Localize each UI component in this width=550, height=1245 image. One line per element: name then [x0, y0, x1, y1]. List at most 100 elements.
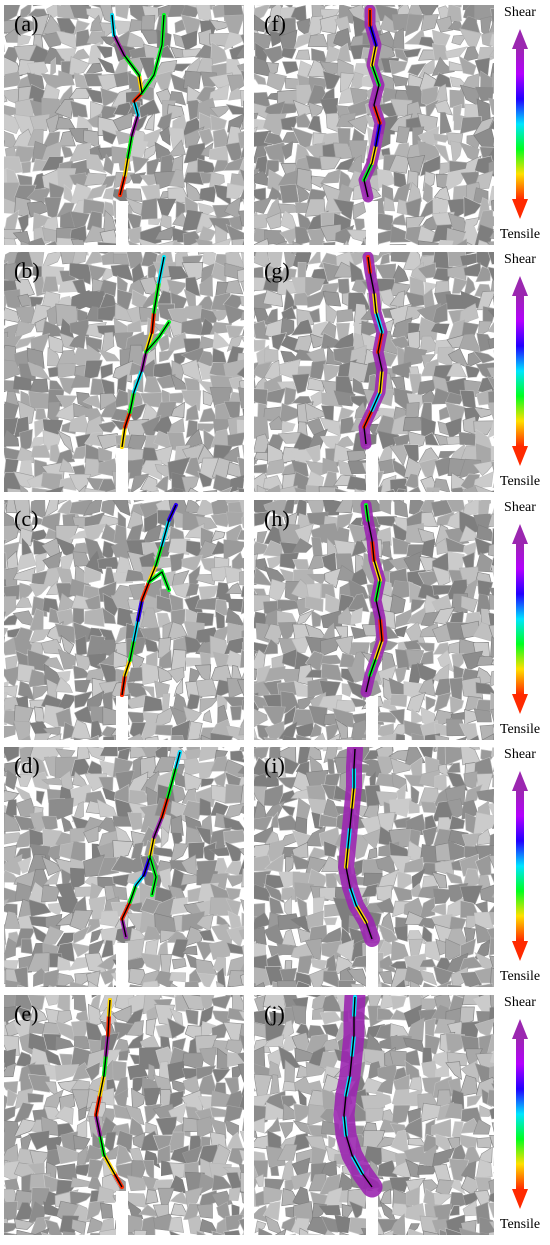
- grain: [112, 500, 131, 517]
- grain: [432, 197, 450, 215]
- grain: [420, 354, 436, 368]
- grain: [238, 210, 244, 227]
- panel-e: (e): [4, 995, 244, 1235]
- grain: [478, 1232, 492, 1235]
- grain: [223, 1229, 241, 1235]
- grain: [210, 512, 233, 528]
- grain: [162, 737, 169, 740]
- grain: [458, 1227, 481, 1235]
- grain: [203, 428, 215, 453]
- grain: [304, 444, 321, 464]
- grain: [100, 378, 115, 397]
- crack-core: [363, 256, 383, 445]
- grain: [185, 582, 200, 597]
- grain: [210, 732, 234, 740]
- panel-label: (a): [14, 11, 39, 36]
- grain: [417, 240, 442, 245]
- grain: [208, 171, 225, 192]
- grain: [197, 470, 213, 488]
- grain: [40, 815, 58, 832]
- grain: [492, 766, 494, 773]
- grain: [459, 1006, 475, 1028]
- colorbar-top-label: Shear: [504, 995, 536, 1010]
- notch: [366, 448, 378, 492]
- grain: [395, 979, 406, 987]
- grain: [74, 1163, 92, 1177]
- grain: [110, 538, 132, 559]
- grain: [197, 423, 219, 433]
- grain: [28, 669, 48, 688]
- grain: [267, 443, 287, 465]
- crack-core: [121, 504, 177, 696]
- grain: [69, 5, 92, 20]
- grain-structure: [254, 5, 494, 245]
- grain: [277, 913, 301, 931]
- grain: [354, 488, 366, 492]
- grain: [346, 475, 369, 491]
- grain: [223, 156, 244, 171]
- grain: [488, 593, 494, 610]
- grain: [264, 484, 281, 492]
- grain: [444, 938, 464, 963]
- grain: [56, 1122, 75, 1138]
- grain: [224, 803, 244, 820]
- grain: [431, 565, 451, 588]
- grain: [263, 736, 282, 740]
- grain: [239, 1034, 244, 1052]
- grain: [293, 334, 315, 352]
- grain: [98, 1227, 121, 1235]
- grain: [239, 648, 244, 669]
- grain: [115, 5, 130, 20]
- grain: [283, 288, 298, 313]
- grain: [475, 900, 488, 914]
- grain: [56, 1144, 80, 1165]
- grain: [281, 420, 296, 434]
- grain: [112, 840, 134, 860]
- grain: [473, 406, 494, 418]
- colorbar-top-label: Shear: [504, 500, 536, 515]
- grain: [139, 224, 162, 245]
- grain: [227, 74, 244, 94]
- grain: [438, 162, 451, 176]
- grain: [184, 980, 199, 987]
- grain: [107, 980, 113, 987]
- grain: [379, 1188, 392, 1204]
- grain: [489, 1221, 494, 1229]
- grain: [101, 500, 116, 517]
- grain: [389, 60, 408, 76]
- grain: [280, 47, 297, 59]
- grain: [31, 487, 52, 492]
- grain: [138, 238, 160, 245]
- colorbar: Shear Tensile: [492, 500, 548, 740]
- grain: [262, 289, 284, 307]
- grain: [102, 129, 117, 145]
- colorbar-arrow-up: [512, 524, 528, 544]
- colorbar: Shear Tensile: [492, 995, 548, 1235]
- crack-branch-core: [141, 14, 165, 94]
- grain: [489, 1135, 494, 1148]
- grain: [481, 733, 494, 740]
- grain: [87, 41, 101, 66]
- grain: [266, 387, 287, 404]
- grain: [239, 144, 244, 161]
- grain: [296, 896, 308, 918]
- grain: [322, 457, 340, 474]
- grain: [409, 979, 421, 987]
- grain: [254, 238, 270, 245]
- grain: [196, 225, 217, 244]
- grain: [237, 456, 244, 482]
- colorbar-arrow-up: [512, 1019, 528, 1039]
- grain-structure: [4, 995, 244, 1235]
- grain: [129, 984, 144, 987]
- grain: [210, 995, 232, 1009]
- colorbar-gradient: [516, 296, 524, 446]
- panel-label: (g): [264, 258, 290, 283]
- grain: [420, 511, 439, 528]
- grain: [388, 154, 410, 174]
- grain: [96, 45, 113, 59]
- grain: [241, 699, 244, 712]
- grain: [85, 1061, 101, 1082]
- grain: [490, 708, 494, 724]
- grain: [323, 840, 338, 858]
- colorbar-arrow-down: [512, 941, 528, 961]
